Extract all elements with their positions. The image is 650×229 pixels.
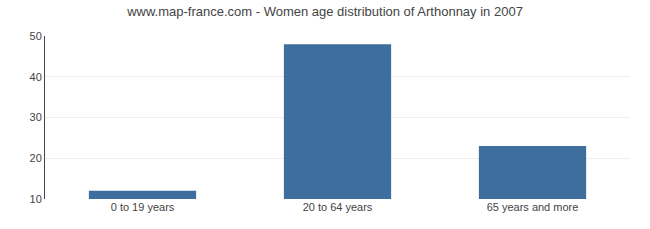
svg-text:0 to 19 years: 0 to 19 years [111, 201, 175, 213]
svg-text:40: 40 [30, 71, 42, 83]
svg-text:30: 30 [30, 111, 42, 123]
svg-text:10: 10 [30, 193, 42, 205]
svg-text:20: 20 [30, 152, 42, 164]
svg-text:65 years and more: 65 years and more [487, 201, 579, 213]
svg-text:www.map-france.com - Women age: www.map-france.com - Women age distribut… [126, 4, 523, 19]
svg-text:20 to 64 years: 20 to 64 years [303, 201, 373, 213]
svg-text:50: 50 [30, 30, 42, 42]
